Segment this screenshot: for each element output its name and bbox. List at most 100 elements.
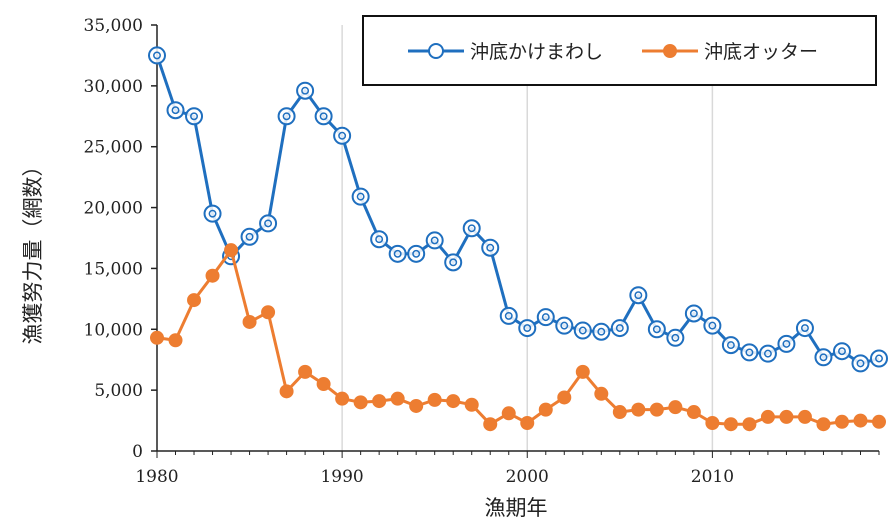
data-point	[520, 416, 535, 431]
data-point	[575, 364, 590, 379]
data-point	[779, 409, 794, 424]
data-point	[872, 414, 886, 429]
data-point	[666, 328, 685, 347]
data-point-inner	[541, 313, 550, 322]
data-point	[797, 409, 812, 424]
data-point	[185, 107, 204, 126]
legend: 沖底かけまわし 沖底オッター	[362, 15, 877, 86]
data-point-inner	[615, 324, 624, 333]
data-point	[150, 330, 164, 345]
data-point-inner	[319, 112, 328, 121]
data-point	[705, 416, 720, 431]
data-point-inner	[338, 131, 347, 140]
data-point	[259, 214, 278, 233]
data-point	[203, 204, 222, 223]
y-axis-title: 漁獲努力量（網数）	[21, 156, 45, 345]
data-point	[148, 46, 166, 65]
data-point	[629, 286, 648, 305]
data-point-inner	[800, 324, 809, 333]
data-point	[555, 316, 574, 335]
data-point-inner	[782, 339, 791, 348]
data-point	[333, 126, 352, 145]
data-point	[832, 342, 851, 361]
data-point-inner	[523, 324, 532, 333]
data-point	[279, 384, 294, 399]
data-point	[536, 308, 555, 327]
data-point	[335, 391, 350, 406]
data-point	[464, 397, 479, 412]
legend-label-series-2: 沖底オッター	[704, 41, 818, 63]
data-point	[296, 81, 315, 100]
y-tick-label: 20,000	[84, 199, 143, 219]
data-point-inner	[708, 321, 717, 330]
legend-marker-series-2	[663, 44, 677, 58]
data-point	[298, 364, 313, 379]
data-point-inner	[578, 326, 587, 335]
series-1	[148, 46, 888, 373]
data-point-inner	[449, 258, 458, 267]
data-point-inner	[264, 219, 273, 228]
legend-label-series-1: 沖底かけまわし	[470, 41, 603, 63]
data-point	[740, 343, 759, 362]
data-point-inner	[838, 347, 846, 356]
data-point-inner	[652, 325, 661, 334]
data-point-inner	[356, 192, 365, 201]
data-point-inner	[597, 327, 606, 336]
data-point	[760, 409, 775, 424]
data-point	[573, 321, 592, 340]
data-point-inner	[190, 112, 198, 121]
y-tick-label: 35,000	[84, 16, 143, 36]
data-point-inner	[763, 349, 772, 358]
series-2	[150, 243, 886, 432]
data-point	[444, 253, 463, 272]
data-point	[481, 238, 500, 257]
data-point	[594, 386, 609, 401]
y-tick-label: 15,000	[84, 259, 143, 279]
data-point	[388, 244, 407, 263]
data-point	[224, 243, 239, 258]
data-point	[834, 414, 849, 429]
data-point	[501, 406, 516, 421]
data-point	[427, 392, 442, 407]
data-point	[351, 187, 370, 206]
data-point	[814, 348, 833, 367]
data-point	[557, 390, 572, 405]
data-point	[168, 333, 183, 348]
data-point	[870, 349, 888, 368]
data-point	[518, 319, 537, 338]
data-point-inner	[726, 341, 735, 350]
data-point-inner	[560, 321, 569, 330]
data-point-inner	[504, 311, 513, 320]
data-point	[649, 402, 664, 417]
data-point	[242, 314, 257, 329]
x-tick-label: 2000	[506, 467, 549, 487]
data-point-inner	[208, 209, 217, 218]
data-point	[742, 417, 757, 432]
series-layer	[148, 46, 888, 432]
x-tick-label: 1980	[135, 467, 178, 487]
data-point	[314, 107, 333, 126]
y-tick-label: 0	[132, 442, 143, 462]
data-point	[446, 394, 461, 409]
x-tick-labels: 1980 1990 2000 2010	[135, 467, 734, 487]
data-point-inner	[171, 106, 180, 115]
data-point	[425, 231, 444, 250]
data-point	[261, 305, 276, 320]
data-point-inner	[467, 224, 476, 233]
data-point	[592, 322, 611, 341]
data-point	[316, 377, 331, 392]
data-point-inner	[689, 309, 698, 318]
data-point-inner	[671, 333, 680, 342]
data-point	[538, 402, 553, 417]
data-point-inner	[282, 112, 291, 121]
data-point	[370, 230, 389, 249]
data-point	[483, 417, 498, 432]
data-point	[684, 304, 703, 323]
x-tick-label: 1990	[320, 467, 363, 487]
data-point	[462, 219, 481, 238]
data-point-inner	[412, 249, 421, 258]
data-point	[187, 293, 202, 308]
data-point	[703, 316, 722, 335]
y-tick-labels: 0 5,000 10,000 15,000 20,000 25,000 30,000 35,0…	[84, 16, 143, 462]
